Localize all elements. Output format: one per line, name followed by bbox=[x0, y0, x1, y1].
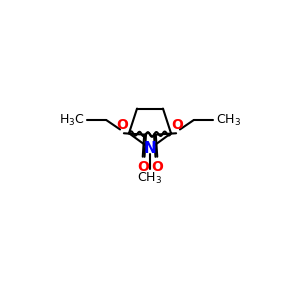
Text: CH$_3$: CH$_3$ bbox=[216, 112, 241, 128]
Text: N: N bbox=[144, 141, 156, 156]
Text: O: O bbox=[137, 160, 149, 174]
Text: O: O bbox=[116, 118, 128, 132]
Text: O: O bbox=[151, 160, 163, 174]
Text: O: O bbox=[172, 118, 184, 132]
Text: H$_3$C: H$_3$C bbox=[58, 112, 84, 128]
Text: CH$_3$: CH$_3$ bbox=[137, 171, 163, 186]
